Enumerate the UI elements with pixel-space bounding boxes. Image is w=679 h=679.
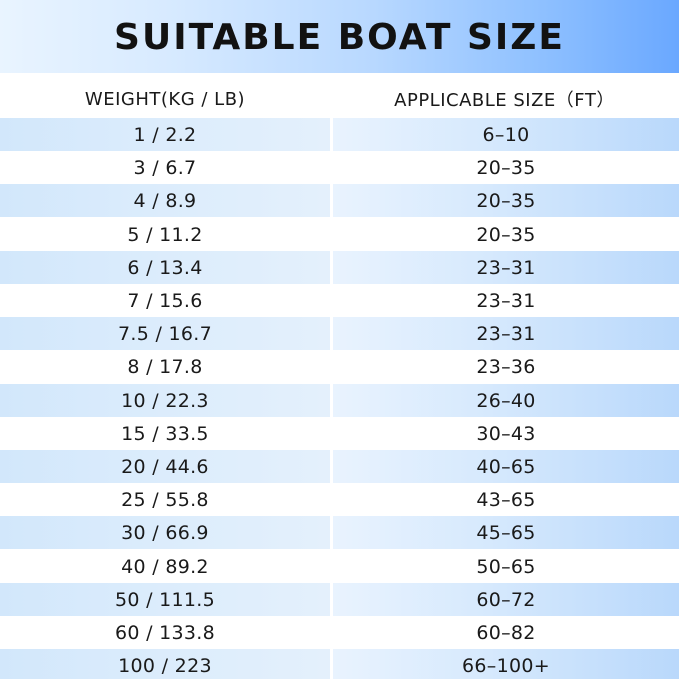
table-row: 8 / 17.8 23–36 xyxy=(0,350,679,383)
column-divider xyxy=(330,583,333,616)
weight-cell: 60 / 133.8 xyxy=(114,621,216,644)
size-cell: 66–100+ xyxy=(333,649,679,679)
column-divider xyxy=(330,251,333,284)
column-divider xyxy=(330,483,333,516)
size-cell: 23–31 xyxy=(333,251,679,284)
column-divider xyxy=(330,616,333,649)
column-divider xyxy=(330,218,333,251)
column-divider xyxy=(330,118,333,151)
weight-cell: 50 / 111.5 xyxy=(0,583,330,616)
table-row: 5 / 11.2 20–35 xyxy=(0,218,679,251)
weight-cell: 7 / 15.6 xyxy=(127,289,203,312)
weight-cell: 25 / 55.8 xyxy=(121,488,209,511)
size-cell: 50–65 xyxy=(476,555,536,578)
table-row: 30 / 66.9 45–65 xyxy=(0,516,679,549)
column-divider xyxy=(330,550,333,583)
weight-cell: 1 / 2.2 xyxy=(0,118,330,151)
weight-cell: 6 / 13.4 xyxy=(0,251,330,284)
size-cell: 23–31 xyxy=(476,289,536,312)
column-divider xyxy=(330,151,333,184)
weight-cell: 10 / 22.3 xyxy=(0,384,330,417)
size-cell: 20–35 xyxy=(333,184,679,217)
table-row: 20 / 44.6 40–65 xyxy=(0,450,679,483)
table-row: 7 / 15.6 23–31 xyxy=(0,284,679,317)
column-divider xyxy=(330,417,333,450)
size-cell: 40–65 xyxy=(333,450,679,483)
size-cell: 45–65 xyxy=(333,516,679,549)
size-cell: 60–72 xyxy=(333,583,679,616)
table-row: 40 / 89.2 50–65 xyxy=(0,550,679,583)
weight-cell: 5 / 11.2 xyxy=(127,223,203,246)
weight-cell: 7.5 / 16.7 xyxy=(0,317,330,350)
weight-cell: 4 / 8.9 xyxy=(0,184,330,217)
weight-column-header: WEIGHT(KG / LB) xyxy=(84,88,246,110)
table-row: 6 / 13.4 23–31 xyxy=(0,251,679,284)
column-divider xyxy=(330,384,333,417)
size-cell: 43–65 xyxy=(476,488,536,511)
weight-cell: 100 / 223 xyxy=(0,649,330,679)
column-divider xyxy=(330,516,333,549)
column-divider xyxy=(330,350,333,383)
table-row: 15 / 33.5 30–43 xyxy=(0,417,679,450)
weight-cell: 40 / 89.2 xyxy=(121,555,209,578)
title-banner: SUITABLE BOAT SIZE xyxy=(0,0,679,73)
size-cell: 23–36 xyxy=(476,355,536,378)
table-row: 4 / 8.9 20–35 xyxy=(0,184,679,217)
table-row: 25 / 55.8 43–65 xyxy=(0,483,679,516)
table-row: 3 / 6.7 20–35 xyxy=(0,151,679,184)
weight-cell: 8 / 17.8 xyxy=(127,355,203,378)
weight-cell: 20 / 44.6 xyxy=(0,450,330,483)
table-row: 60 / 133.8 60–82 xyxy=(0,616,679,649)
column-divider xyxy=(330,450,333,483)
column-divider xyxy=(330,317,333,350)
table-row: 50 / 111.5 60–72 xyxy=(0,583,679,616)
size-cell: 20–35 xyxy=(476,223,536,246)
table-row: 7.5 / 16.7 23–31 xyxy=(0,317,679,350)
size-cell: 26–40 xyxy=(333,384,679,417)
size-column-header: APPLICABLE SIZE（FT） xyxy=(394,90,615,111)
size-cell: 30–43 xyxy=(476,422,536,445)
table-body: 1 / 2.2 6–10 3 / 6.7 20–35 4 / 8.9 20–35 5 / 1… xyxy=(0,118,679,679)
weight-cell: 3 / 6.7 xyxy=(133,156,197,179)
column-divider xyxy=(330,649,333,679)
table-row: 10 / 22.3 26–40 xyxy=(0,384,679,417)
table-header: WEIGHT(KG / LB) APPLICABLE SIZE（FT） xyxy=(0,81,679,117)
table-row: 100 / 223 66–100+ xyxy=(0,649,679,679)
page-title: SUITABLE BOAT SIZE xyxy=(114,17,565,58)
size-cell: 20–35 xyxy=(476,156,536,179)
column-divider xyxy=(330,184,333,217)
table-row: 1 / 2.2 6–10 xyxy=(0,118,679,151)
weight-cell: 15 / 33.5 xyxy=(121,422,209,445)
size-cell: 60–82 xyxy=(476,621,536,644)
weight-cell: 30 / 66.9 xyxy=(0,516,330,549)
column-divider xyxy=(330,284,333,317)
size-cell: 23–31 xyxy=(333,317,679,350)
size-cell: 6–10 xyxy=(333,118,679,151)
